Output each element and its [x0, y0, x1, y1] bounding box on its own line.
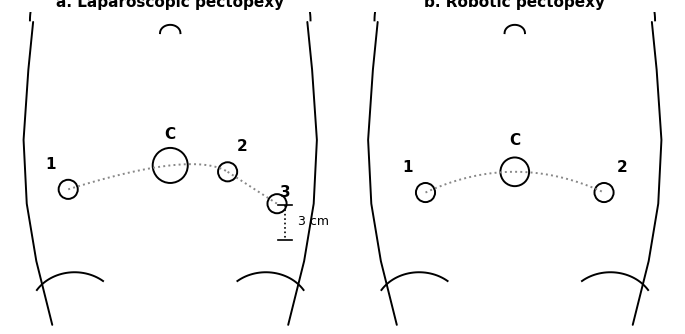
- Text: 3: 3: [280, 185, 291, 200]
- Text: 2: 2: [236, 139, 247, 154]
- Text: 3 cm: 3 cm: [298, 215, 329, 228]
- Text: 1: 1: [45, 157, 56, 172]
- Text: 1: 1: [403, 160, 413, 175]
- Text: C: C: [509, 133, 521, 148]
- Text: 2: 2: [617, 160, 628, 175]
- Text: C: C: [164, 127, 176, 142]
- Title: b. Robotic pectopexy: b. Robotic pectopexy: [424, 0, 606, 10]
- Title: a. Laparoscopic pectopexy: a. Laparoscopic pectopexy: [56, 0, 284, 10]
